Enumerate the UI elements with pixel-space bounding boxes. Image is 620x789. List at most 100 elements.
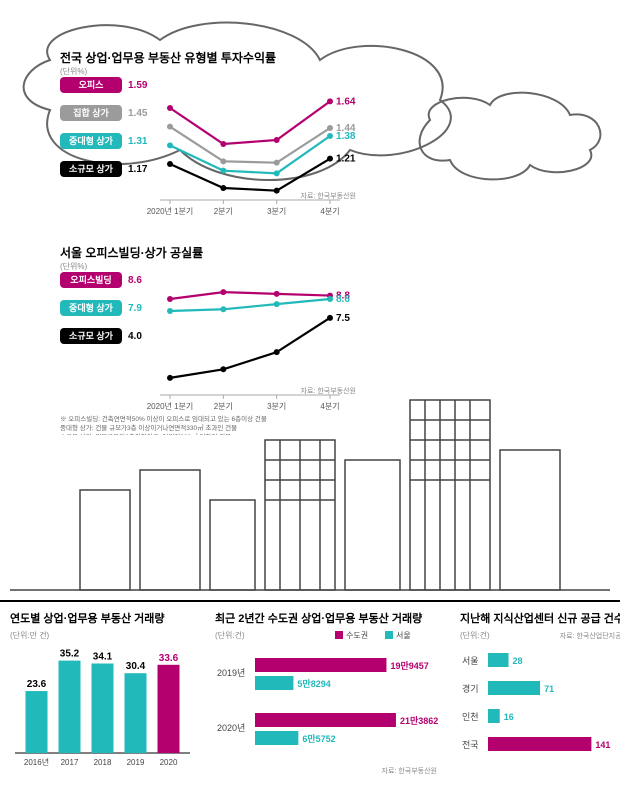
bar-value: 33.6 <box>159 653 179 664</box>
series-start-value: 7.9 <box>128 303 142 314</box>
row-label: 전국 <box>462 740 479 750</box>
series-badge-label: 집합 상가 <box>73 107 109 118</box>
page: 전국 상업·업무용 부동산 유형별 투자수익률(단위%)2020년 1분기2분기… <box>0 0 620 789</box>
series-start-value: 1.17 <box>128 164 148 175</box>
x-axis-label: 2분기 <box>214 402 233 411</box>
series-point <box>220 158 226 164</box>
panel-yearly-volume: 연도별 상업·업무용 부동산 거래량 (단위:만 건) 23.6 2016년 35.2… <box>0 602 205 789</box>
legend-swatch <box>335 631 343 639</box>
bar-전국 <box>488 737 591 751</box>
series-line-medium <box>170 299 330 311</box>
chart-sudo-volume: (단위:건)수도권서울2019년19만94575만82942020년21만386… <box>215 628 440 778</box>
series-end-value: 1.64 <box>336 96 356 107</box>
chart-footnote: 소규모 상가: 건물규모가2층이하이고, 연면적330㎡ 이하인 건물 <box>60 432 231 435</box>
series-point <box>220 168 226 174</box>
legend-label: 수도권 <box>346 630 368 640</box>
row-label: 서울 <box>462 656 479 666</box>
bar-seoul-value: 6만5752 <box>302 733 335 744</box>
chart-unit: (단위:건) <box>215 630 245 640</box>
chart-source: 자료: 한국부동산원 <box>382 766 437 775</box>
series-point <box>274 301 280 307</box>
series-end-value: 1.38 <box>336 131 356 142</box>
bar-value: 35.2 <box>60 649 80 660</box>
x-axis-label: 2020년 1분기 <box>147 401 194 411</box>
series-point <box>167 296 173 302</box>
bar-sudo <box>255 713 396 727</box>
chart4-title: 최근 2년간 수도권 상업·업무용 부동산 거래량 <box>215 610 440 626</box>
series-point <box>220 306 226 312</box>
x-axis-label: 2분기 <box>214 207 233 216</box>
series-point <box>274 137 280 143</box>
series-point <box>327 296 333 302</box>
series-point <box>274 291 280 297</box>
series-end-value: 7.5 <box>336 313 350 324</box>
bar-2016년 <box>26 691 48 753</box>
chart3-title: 연도별 상업·업무용 부동산 거래량 <box>10 610 195 626</box>
series-badge-label: 중대형 상가 <box>69 135 114 146</box>
bar-value: 71 <box>544 684 554 694</box>
bar-2019 <box>125 673 147 753</box>
series-point <box>220 185 226 191</box>
series-point <box>327 156 333 162</box>
bar-value: 23.6 <box>27 679 47 690</box>
series-point <box>220 366 226 372</box>
bar-seoul-value: 5만8294 <box>297 678 330 689</box>
series-badge-label: 오피스빌딩 <box>70 274 111 285</box>
series-point <box>327 125 333 131</box>
chart-investment-return: 전국 상업·업무용 부동산 유형별 투자수익률(단위%)2020년 1분기2분기… <box>60 50 360 240</box>
bar-2018 <box>92 663 114 753</box>
bar-2020 <box>158 665 180 753</box>
x-axis-label: 2017 <box>61 758 79 767</box>
legend-label: 서울 <box>396 631 411 640</box>
x-axis-label: 4분기 <box>320 402 339 411</box>
series-point <box>327 98 333 104</box>
bottom-panels: 연도별 상업·업무용 부동산 거래량 (단위:만 건) 23.6 2016년 35.2… <box>0 600 620 789</box>
series-point <box>274 349 280 355</box>
series-line-office <box>170 292 330 299</box>
bar-sudo-value: 21만3862 <box>400 715 438 726</box>
chart-yearly-volume: (단위:만 건)23.62016년35.2201734.1201830.4201… <box>10 628 195 778</box>
chart-knowledge-center: (단위:건)자료: 한국산업단지공단서울28경기71인천16전국141 <box>460 628 620 778</box>
x-axis-label: 2019 <box>127 758 145 767</box>
chart5-title: 지난해 지식산업센터 신규 공급 건수 <box>460 610 620 626</box>
bar-seoul <box>255 731 298 745</box>
panel-sudo-volume: 최근 2년간 수도권 상업·업무용 부동산 거래량 (단위:건)수도권서울201… <box>205 602 450 789</box>
series-point <box>167 161 173 167</box>
series-badge-label: 소규모 상가 <box>69 163 114 174</box>
series-start-value: 1.59 <box>128 80 148 91</box>
bar-sudo-value: 19만9457 <box>390 660 428 671</box>
bar-2017 <box>59 661 81 753</box>
series-start-value: 1.45 <box>128 108 148 119</box>
series-point <box>274 188 280 194</box>
series-end-value: 8.6 <box>336 294 350 305</box>
bar-인천 <box>488 709 500 723</box>
bar-value: 34.1 <box>93 651 113 662</box>
series-start-value: 1.31 <box>128 136 148 147</box>
chart-unit: (단위:건) <box>460 630 490 640</box>
series-badge-label: 오피스 <box>79 79 105 90</box>
bar-value: 28 <box>513 656 523 666</box>
chart-vacancy-rate: 서울 오피스빌딩·상가 공실률(단위%)2020년 1분기2분기3분기4분기오피… <box>60 245 360 435</box>
chart-footnote: ※ 오피스빌딩: 건축연면적50% 이상이 오피스로 임대되고 있는 6층이상 … <box>60 414 267 423</box>
series-line-office <box>170 101 330 144</box>
series-end-value: 1.21 <box>336 154 356 165</box>
legend-swatch <box>385 631 393 639</box>
x-axis-label: 3분기 <box>267 402 286 411</box>
series-badge-label: 소규모 상가 <box>69 330 114 341</box>
series-point <box>220 289 226 295</box>
bar-서울 <box>488 653 509 667</box>
bar-경기 <box>488 681 540 695</box>
chart-title: 전국 상업·업무용 부동산 유형별 투자수익률 <box>60 50 276 65</box>
top-charts: 전국 상업·업무용 부동산 유형별 투자수익률(단위%)2020년 1분기2분기… <box>60 50 360 440</box>
series-line-small <box>170 159 330 191</box>
series-point <box>220 141 226 147</box>
x-axis-label: 4분기 <box>320 207 339 216</box>
x-axis-label: 2016년 <box>24 757 49 767</box>
chart-title: 서울 오피스빌딩·상가 공실률 <box>60 245 203 260</box>
bar-value: 16 <box>504 712 514 722</box>
x-axis-label: 2018 <box>94 758 112 767</box>
series-point <box>167 105 173 111</box>
chart-unit: (단위:만 건) <box>10 630 50 640</box>
chart-source: 자료: 한국부동산원 <box>301 191 356 200</box>
bar-value: 141 <box>595 740 610 750</box>
